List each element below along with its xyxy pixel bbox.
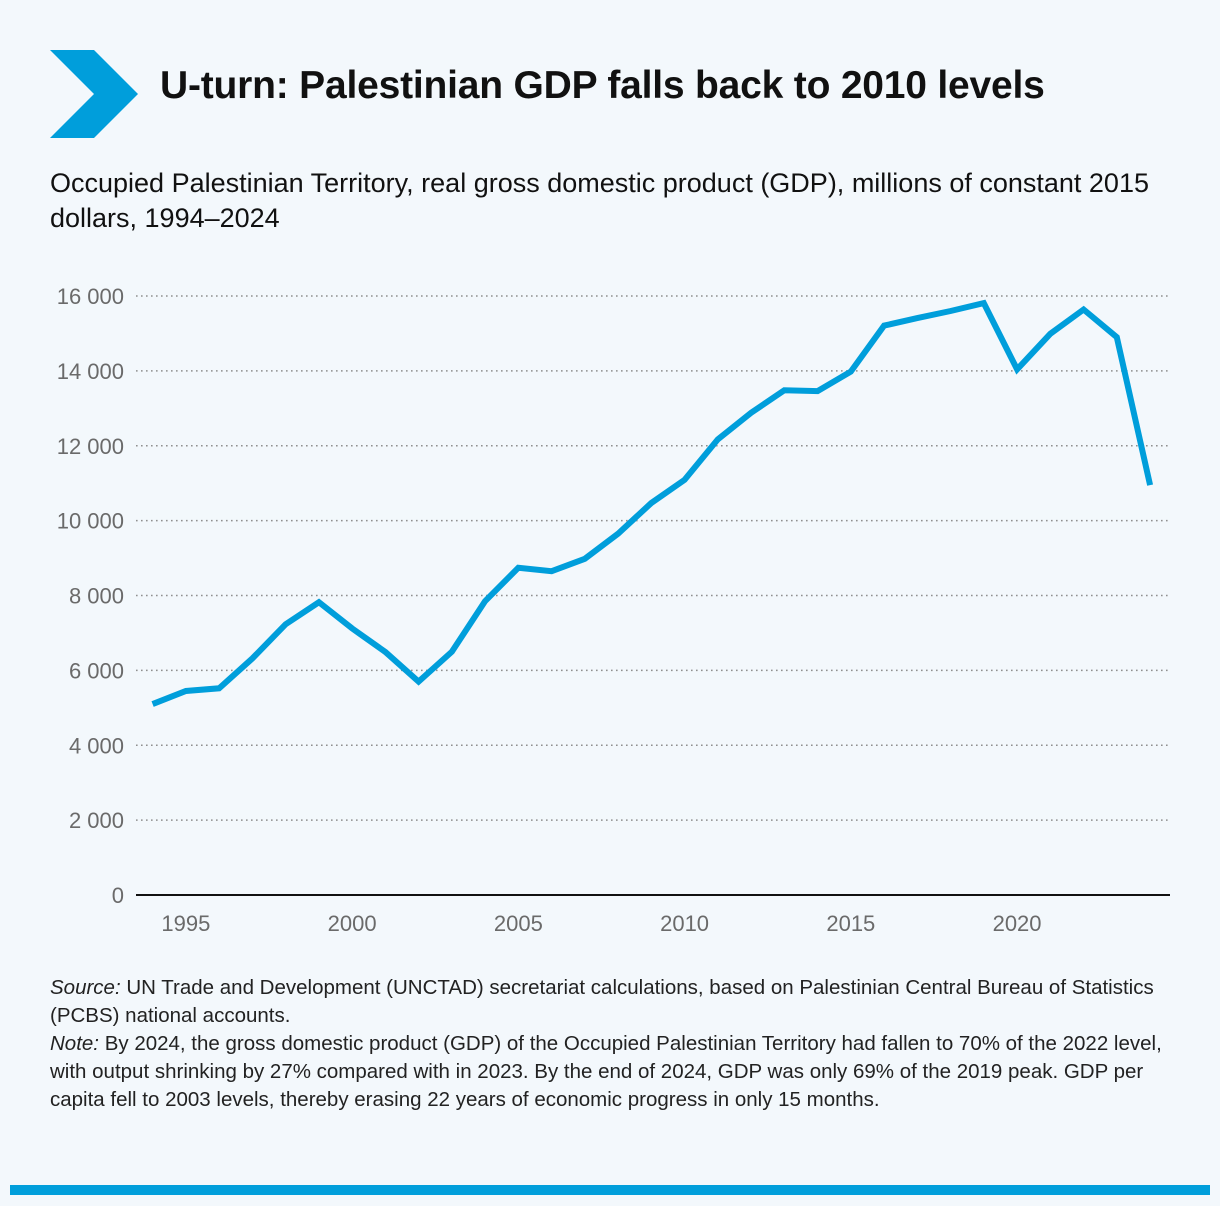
source-label: Source: [50,976,121,999]
note-text: By 2024, the gross domestic product (GDP… [50,1032,1162,1111]
chart-title: U-turn: Palestinian GDP falls back to 20… [160,64,1045,107]
y-tick-label: 16 000 [57,284,124,309]
y-axis-ticks: 0 2 000 4 000 6 000 8 000 10 000 12 000 14 000 1… [57,284,124,908]
y-tick-label: 4 000 [69,733,124,758]
source-note: Source: UN Trade and Development (UNCTAD… [50,974,1180,1030]
chart-subtitle: Occupied Palestinian Territory, real gro… [50,168,1149,233]
x-axis-ticks: 1995 2000 2005 2010 2015 2020 [161,911,1041,936]
gridlines [136,295,1170,821]
note-label: Note: [50,1032,99,1055]
y-tick-label: 14 000 [57,359,124,384]
x-tick-label: 1995 [161,911,210,936]
note: Note: By 2024, the gross domestic produc… [50,1030,1180,1114]
gdp-series-line [151,299,1154,707]
x-tick-label: 2005 [494,911,543,936]
x-tick-label: 2015 [826,911,875,936]
x-tick-label: 2010 [660,911,709,936]
y-tick-label: 0 [112,883,124,908]
x-tick-label: 2020 [993,911,1042,936]
gdp-line-chart: 0 2 000 4 000 6 000 8 000 10 000 12 000 14 000 1… [57,284,1170,936]
bottom-accent-bar [10,1185,1210,1195]
series-group [151,299,1154,707]
x-tick-label: 2000 [328,911,377,936]
footnote: Source: UN Trade and Development (UNCTAD… [50,974,1180,1114]
y-tick-label: 6 000 [69,658,124,683]
source-text: UN Trade and Development (UNCTAD) secret… [50,976,1154,1027]
chevron-right-icon [50,50,138,138]
y-tick-label: 2 000 [69,808,124,833]
y-tick-label: 12 000 [57,434,124,459]
y-tick-label: 10 000 [57,509,124,534]
y-tick-label: 8 000 [69,584,124,609]
